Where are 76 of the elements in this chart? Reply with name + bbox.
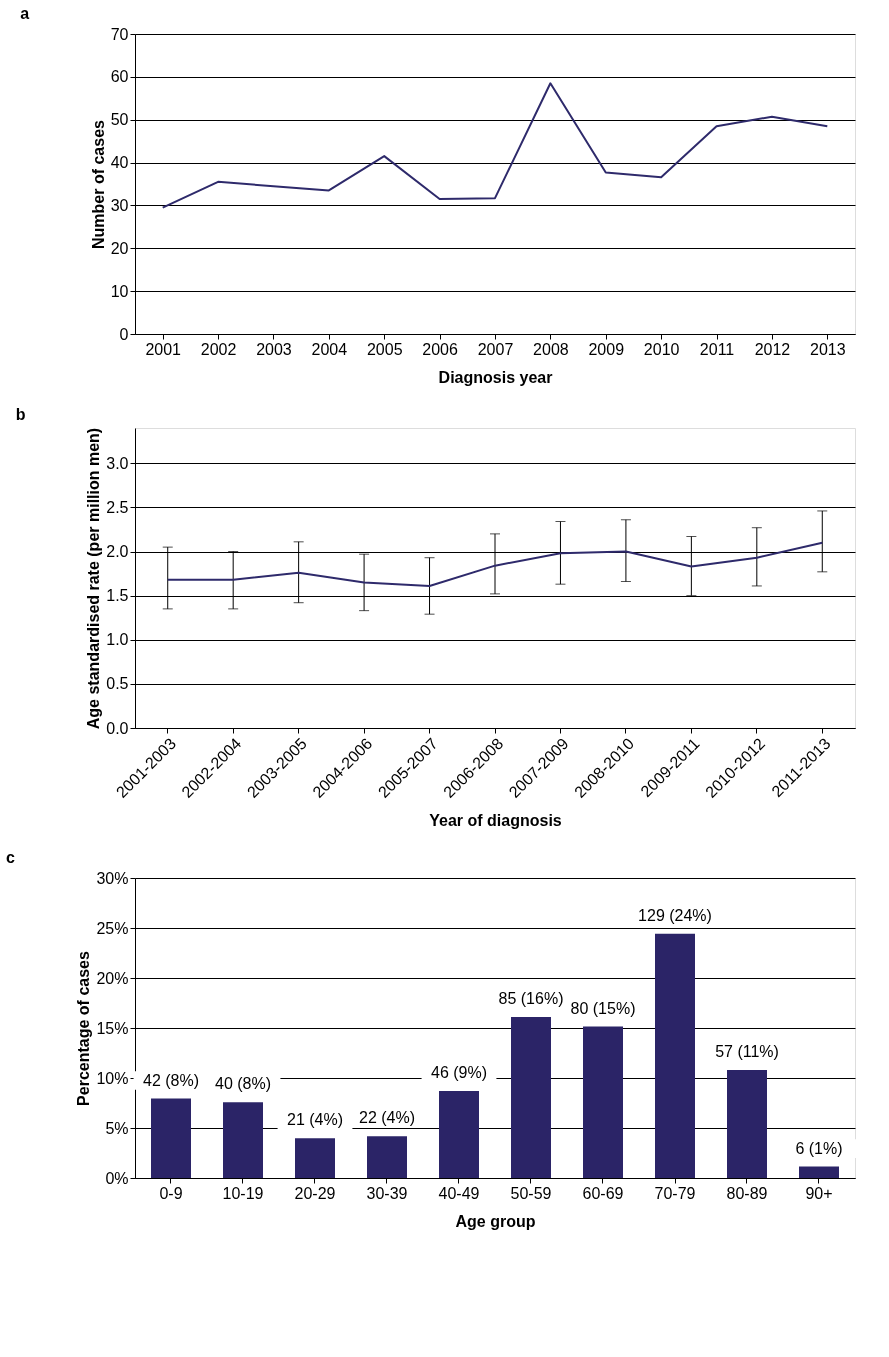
y-tick-label: 30% (96, 869, 129, 887)
bar (439, 1090, 479, 1178)
x-tick-label: 2011 (699, 340, 735, 358)
y-tick-label: 5% (105, 1119, 129, 1137)
bar (655, 933, 695, 1178)
bar (367, 1136, 407, 1178)
x-tick-label: 60-69 (582, 1184, 624, 1202)
bar (151, 1098, 191, 1178)
x-tick-label: 50-59 (510, 1184, 552, 1202)
data-label: 22 (4%) (358, 1109, 416, 1127)
y-tick-label: 0 (119, 325, 129, 343)
x-tick-label: 2007 (477, 340, 514, 358)
y-tick-label: 15% (96, 1019, 129, 1037)
x-tick-label: 2006 (422, 340, 459, 358)
y-tick-label: 25% (96, 919, 129, 937)
bar (583, 1026, 623, 1178)
y-tick-label: 40 (110, 154, 129, 172)
data-label: 21 (4%) (286, 1111, 344, 1129)
x-tick-label: 2013 (810, 340, 846, 358)
y-axis-title: Percentage of cases (75, 951, 93, 1106)
data-label: 40 (8%) (214, 1075, 272, 1093)
y-tick-label: 20 (110, 239, 129, 257)
x-tick-label: 2010 (643, 340, 680, 358)
data-label: 57 (11%) (715, 1043, 779, 1060)
y-axis-title: Number of cases (89, 119, 107, 249)
x-tick-label: 2009 (588, 340, 625, 358)
bar (727, 1070, 767, 1178)
y-tick-label: 30 (110, 196, 129, 214)
x-tick-label: 0-9 (159, 1184, 183, 1202)
x-axis-title: Diagnosis year (438, 368, 553, 386)
y-tick-label: 10 (110, 282, 129, 300)
x-tick-label: 40-49 (438, 1184, 480, 1202)
y-tick-label: 2.5 (106, 498, 129, 516)
bar (511, 1017, 551, 1178)
data-label: 6 (1%) (795, 1139, 843, 1157)
y-axis-title: Age standardised rate (per million men) (85, 427, 103, 730)
y-tick-label: 20% (96, 969, 129, 987)
x-axis-title: Age group (455, 1212, 536, 1230)
chart-title: a (20, 5, 30, 22)
line-series (166, 541, 824, 587)
x-tick-label: 2001 (145, 340, 182, 358)
x-axis-title: Year of diagnosis (429, 811, 562, 829)
x-tick-label: 30-39 (366, 1184, 408, 1202)
line-series (161, 82, 829, 209)
y-tick-label: 0.0 (106, 719, 129, 737)
y-tick-label: 1.5 (106, 587, 129, 605)
y-tick-label: 0.5 (106, 675, 129, 693)
x-tick-label: 2003 (256, 340, 292, 358)
data-label: 80 (15%) (570, 999, 636, 1017)
y-tick-label: 0% (105, 1169, 129, 1187)
x-tick-label: 10-19 (222, 1184, 264, 1202)
chart-title: b (15, 406, 26, 424)
x-tick-label: 2002 (200, 340, 237, 358)
y-tick-label: 1.0 (106, 631, 129, 649)
y-tick-label: 60 (110, 68, 129, 86)
x-tick-label: 2004 (311, 340, 348, 358)
bar (799, 1166, 839, 1178)
data-label: 85 (16%) (498, 990, 564, 1007)
x-tick-label: 90+ (805, 1184, 833, 1202)
y-tick-label: 70 (110, 25, 129, 43)
x-tick-label: 2005 (366, 340, 403, 358)
data-label: 42 (8%) (142, 1071, 200, 1089)
x-tick-label: 70-79 (654, 1184, 696, 1202)
bar (223, 1102, 263, 1178)
bar (295, 1138, 335, 1178)
data-label: 129 (24%) (638, 906, 712, 924)
x-tick-label: 20-29 (294, 1184, 336, 1202)
data-label: 46 (9%) (430, 1063, 488, 1081)
x-tick-label: 2008 (533, 340, 569, 358)
chart-title: c (5, 849, 15, 866)
x-tick-label: 80-89 (726, 1184, 768, 1202)
y-tick-label: 3.0 (106, 454, 129, 472)
y-tick-label: 2.0 (106, 543, 129, 561)
x-tick-label: 2012 (754, 340, 791, 358)
y-tick-label: 10% (96, 1069, 129, 1087)
y-tick-label: 50 (110, 111, 129, 129)
